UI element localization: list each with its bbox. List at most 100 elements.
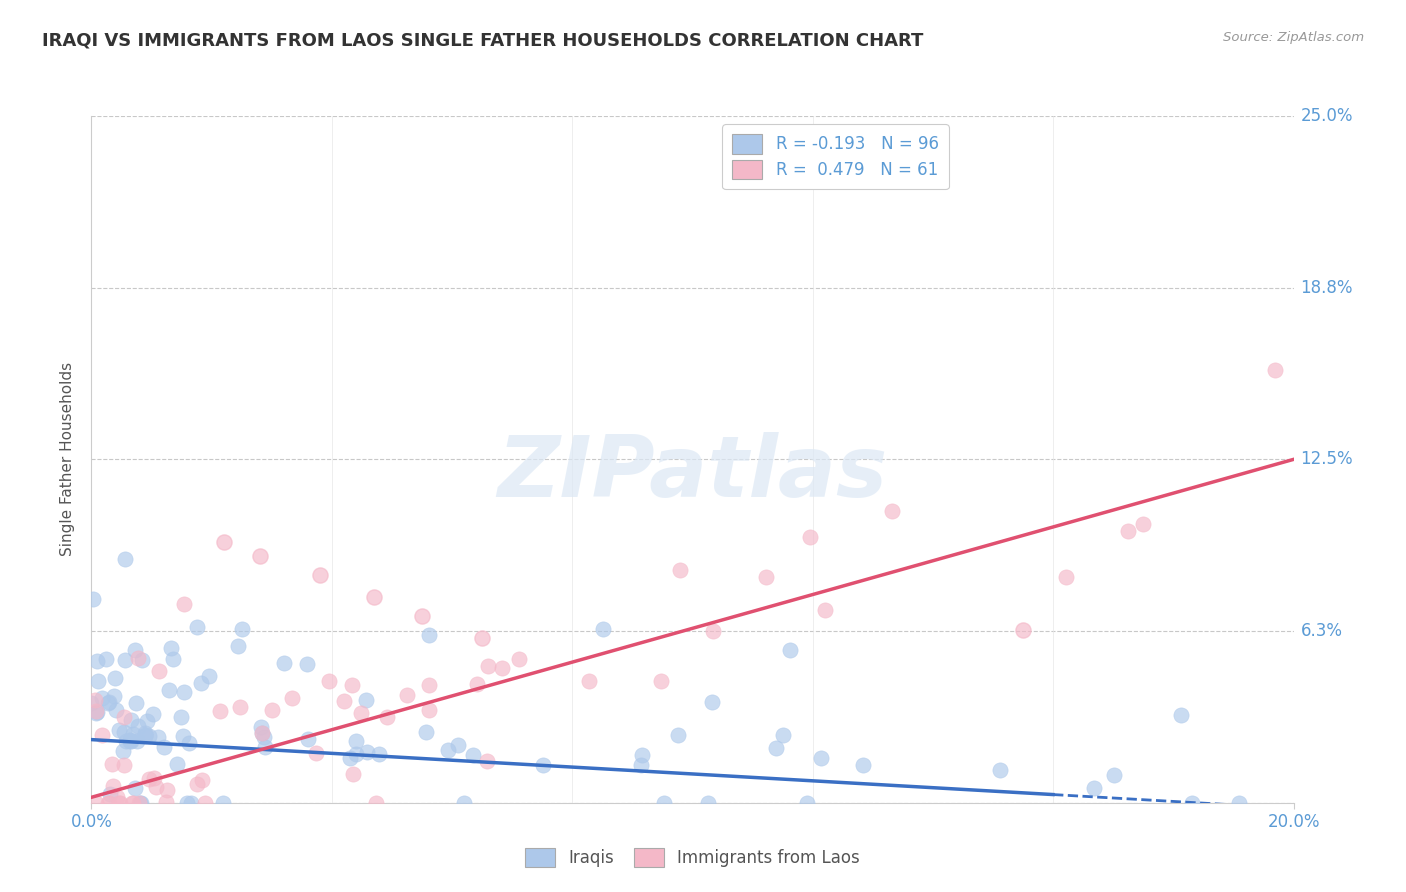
Point	[508, 652, 530, 666]
Point	[702, 624, 724, 639]
Text: 25.0%: 25.0%	[1301, 107, 1353, 125]
Point	[86, 705, 108, 719]
Point	[148, 664, 170, 678]
Point	[363, 590, 385, 604]
Point	[160, 640, 183, 655]
Point	[471, 631, 494, 645]
Point	[86, 654, 108, 668]
Point	[1132, 517, 1154, 532]
Point	[138, 729, 160, 743]
Point	[98, 796, 121, 810]
Point	[129, 796, 152, 810]
Point	[80, 696, 103, 710]
Point	[366, 796, 388, 810]
Point	[97, 796, 120, 810]
Point	[173, 684, 195, 698]
Point	[252, 726, 274, 740]
Point	[344, 747, 367, 761]
Point	[122, 796, 145, 810]
Text: 18.8%: 18.8%	[1301, 278, 1353, 297]
Point	[305, 746, 328, 760]
Point	[578, 673, 600, 688]
Point	[796, 796, 818, 810]
Point	[990, 763, 1012, 777]
Point	[209, 704, 232, 718]
Text: Source: ZipAtlas.com: Source: ZipAtlas.com	[1223, 31, 1364, 45]
Point	[367, 747, 389, 762]
Point	[418, 703, 440, 717]
Point	[669, 563, 692, 577]
Point	[125, 733, 148, 747]
Point	[253, 730, 276, 744]
Point	[84, 706, 107, 720]
Point	[1054, 570, 1077, 584]
Point	[121, 796, 143, 810]
Point	[765, 741, 787, 756]
Point	[146, 730, 169, 744]
Point	[115, 734, 138, 748]
Point	[97, 695, 120, 709]
Point	[112, 725, 135, 739]
Point	[125, 696, 148, 710]
Point	[1012, 623, 1035, 637]
Point	[114, 551, 136, 566]
Point	[531, 758, 554, 772]
Point	[436, 743, 458, 757]
Text: 6.3%: 6.3%	[1301, 622, 1343, 640]
Text: 12.5%: 12.5%	[1301, 450, 1353, 468]
Point	[186, 620, 208, 634]
Point	[84, 796, 107, 810]
Point	[453, 796, 475, 810]
Point	[104, 703, 127, 717]
Point	[172, 729, 194, 743]
Point	[350, 706, 373, 720]
Point	[120, 734, 142, 748]
Point	[122, 727, 145, 741]
Point	[418, 678, 440, 692]
Point	[118, 733, 141, 747]
Point	[799, 530, 821, 544]
Point	[162, 652, 184, 666]
Point	[354, 693, 377, 707]
Point	[592, 622, 614, 636]
Point	[166, 757, 188, 772]
Point	[131, 796, 153, 810]
Point	[226, 639, 249, 653]
Point	[124, 781, 146, 796]
Point	[339, 751, 361, 765]
Point	[153, 739, 176, 754]
Point	[755, 569, 778, 583]
Point	[155, 795, 177, 809]
Point	[229, 699, 252, 714]
Point	[253, 739, 276, 754]
Point	[491, 660, 513, 674]
Point	[344, 734, 367, 748]
Point	[415, 725, 437, 739]
Point	[127, 719, 149, 733]
Point	[250, 725, 273, 739]
Point	[100, 757, 122, 772]
Point	[87, 673, 110, 688]
Point	[103, 689, 125, 703]
Point	[110, 796, 132, 810]
Point	[186, 777, 208, 791]
Point	[84, 693, 107, 707]
Point	[356, 745, 378, 759]
Point	[418, 628, 440, 642]
Point	[156, 783, 179, 797]
Point	[198, 668, 221, 682]
Point	[173, 597, 195, 611]
Point	[772, 728, 794, 742]
Point	[650, 674, 672, 689]
Legend: Iraqis, Immigrants from Laos: Iraqis, Immigrants from Laos	[519, 841, 866, 873]
Point	[1264, 362, 1286, 376]
Point	[273, 657, 295, 671]
Point	[104, 671, 127, 685]
Point	[177, 736, 200, 750]
Point	[194, 796, 217, 810]
Point	[134, 729, 156, 743]
Point	[176, 796, 198, 810]
Point	[318, 673, 340, 688]
Point	[631, 747, 654, 762]
Point	[97, 696, 120, 710]
